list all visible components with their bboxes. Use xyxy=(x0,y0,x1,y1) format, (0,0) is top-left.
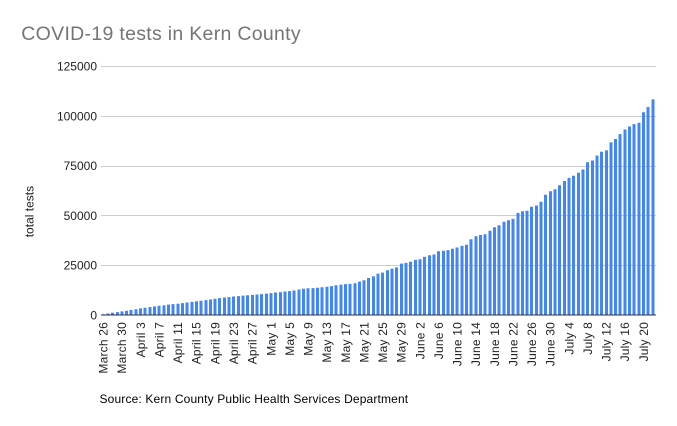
svg-text:May 13: May 13 xyxy=(320,322,334,363)
svg-text:April 27: April 27 xyxy=(246,322,260,364)
svg-text:May 25: May 25 xyxy=(376,322,390,363)
svg-text:June 30: June 30 xyxy=(544,322,558,366)
svg-text:75000: 75000 xyxy=(64,159,98,173)
svg-text:April 19: April 19 xyxy=(208,322,222,364)
svg-text:0: 0 xyxy=(90,308,97,322)
svg-text:May 1: May 1 xyxy=(264,322,278,356)
svg-text:April 3: April 3 xyxy=(134,322,148,358)
svg-text:June 14: June 14 xyxy=(469,322,483,366)
svg-text:May 17: May 17 xyxy=(339,322,353,363)
svg-text:June 26: June 26 xyxy=(525,322,539,366)
svg-text:Source: Kern County Public Hea: Source: Kern County Public Health Servic… xyxy=(100,392,409,406)
svg-text:May 5: May 5 xyxy=(283,322,297,356)
svg-text:May 9: May 9 xyxy=(302,322,316,356)
svg-text:total tests: total tests xyxy=(23,186,37,237)
svg-text:April 23: April 23 xyxy=(227,322,241,364)
svg-text:25000: 25000 xyxy=(64,259,98,273)
svg-text:June 22: June 22 xyxy=(506,322,520,366)
svg-text:100000: 100000 xyxy=(57,109,97,123)
svg-text:April 15: April 15 xyxy=(190,322,204,364)
svg-text:April 7: April 7 xyxy=(153,322,167,358)
svg-text:June 6: June 6 xyxy=(432,322,446,359)
svg-text:June 2: June 2 xyxy=(413,322,427,359)
svg-text:June 18: June 18 xyxy=(488,322,502,366)
svg-text:COVID-19 tests in Kern County: COVID-19 tests in Kern County xyxy=(21,23,301,45)
svg-text:July 4: July 4 xyxy=(562,322,576,355)
svg-text:May 21: May 21 xyxy=(357,322,371,363)
svg-text:July 8: July 8 xyxy=(581,322,595,355)
svg-text:April 11: April 11 xyxy=(171,322,185,364)
svg-text:50000: 50000 xyxy=(64,209,98,223)
svg-text:May 29: May 29 xyxy=(395,322,409,363)
svg-text:July 12: July 12 xyxy=(600,322,614,362)
svg-text:July 16: July 16 xyxy=(618,322,632,362)
svg-text:July 20: July 20 xyxy=(637,322,651,362)
svg-text:125000: 125000 xyxy=(57,60,97,74)
svg-text:June 10: June 10 xyxy=(451,322,465,366)
svg-text:March 26: March 26 xyxy=(97,322,111,374)
svg-text:March 30: March 30 xyxy=(115,322,129,374)
